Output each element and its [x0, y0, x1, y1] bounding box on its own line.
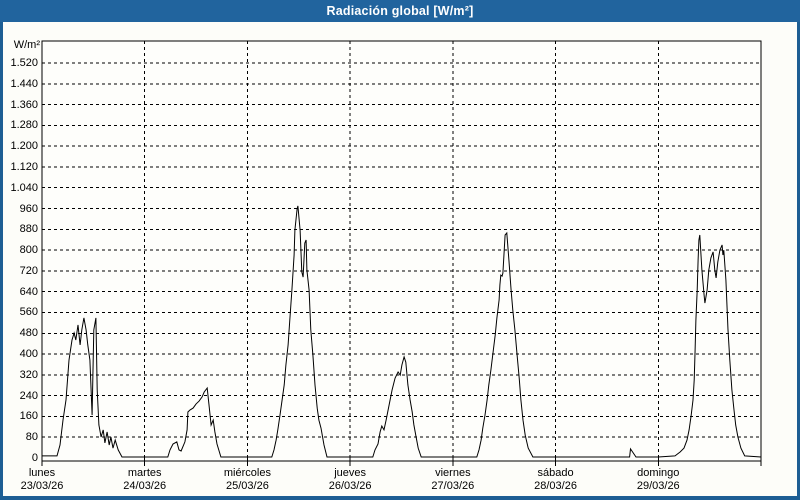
x-axis-label: sábado 28/03/26: [504, 467, 608, 493]
x-axis-label: jueves 26/03/26: [298, 467, 402, 493]
x-axis-label: miércoles 25/03/26: [195, 467, 299, 493]
y-tick-label: 240: [19, 389, 38, 402]
date-label: 24/03/26: [123, 480, 167, 492]
x-axis-label: martes 24/03/26: [93, 467, 197, 493]
y-tick-label: 800: [19, 244, 38, 257]
window-border-left: [0, 22, 3, 500]
day-name-label: sábado: [537, 467, 574, 479]
y-tick-label: 320: [19, 368, 38, 381]
y-tick-label: 1.440: [10, 77, 38, 90]
day-name-label: viernes: [435, 467, 471, 479]
date-label: 23/03/26: [20, 480, 64, 492]
y-tick-label: 1.120: [10, 160, 38, 173]
y-tick-label: 480: [19, 327, 38, 340]
plot-border: [41, 40, 762, 462]
y-tick-label: 160: [19, 410, 38, 423]
date-label: 28/03/26: [534, 480, 577, 492]
day-name-label: lunes: [28, 467, 56, 479]
y-tick-label: 0: [31, 452, 38, 464]
y-tick-label: 400: [19, 348, 38, 361]
y-tick-label: 1.280: [10, 119, 38, 132]
y-tick-label: 1.360: [10, 98, 38, 111]
y-tick-label: 960: [19, 202, 38, 215]
day-name-label: domingo: [637, 467, 680, 479]
date-label: 25/03/26: [226, 480, 269, 492]
day-name-label: martes: [127, 467, 162, 479]
x-axis-label: viernes 27/03/26: [401, 467, 505, 493]
window-title: Radiación global [W/m²]: [326, 4, 474, 18]
title-bar[interactable]: Radiación global [W/m²]: [0, 0, 800, 22]
window-border-right: [797, 22, 800, 500]
x-axis-label: lunes 23/03/26: [0, 467, 94, 493]
window-border-bottom: [0, 496, 800, 500]
x-axis-label: domingo 29/03/26: [606, 467, 710, 493]
y-tick-label: 560: [19, 306, 38, 319]
y-tick-label: 720: [19, 264, 38, 277]
date-label: 29/03/26: [636, 480, 680, 492]
y-tick-label: 80: [25, 431, 38, 444]
y-axis-unit-label: W/m²: [13, 39, 40, 51]
y-tick-label: 880: [19, 223, 38, 236]
day-name-label: jueves: [334, 467, 367, 479]
y-tick-label: 640: [19, 285, 38, 298]
y-tick-label: 1.040: [10, 181, 38, 194]
y-tick-label: 1.520: [10, 57, 38, 69]
date-label: 26/03/26: [328, 480, 372, 492]
day-name-label: miércoles: [223, 467, 271, 479]
date-label: 27/03/26: [431, 480, 475, 492]
y-tick-label: 1.200: [10, 140, 38, 153]
radiation-series-line: [42, 205, 762, 458]
